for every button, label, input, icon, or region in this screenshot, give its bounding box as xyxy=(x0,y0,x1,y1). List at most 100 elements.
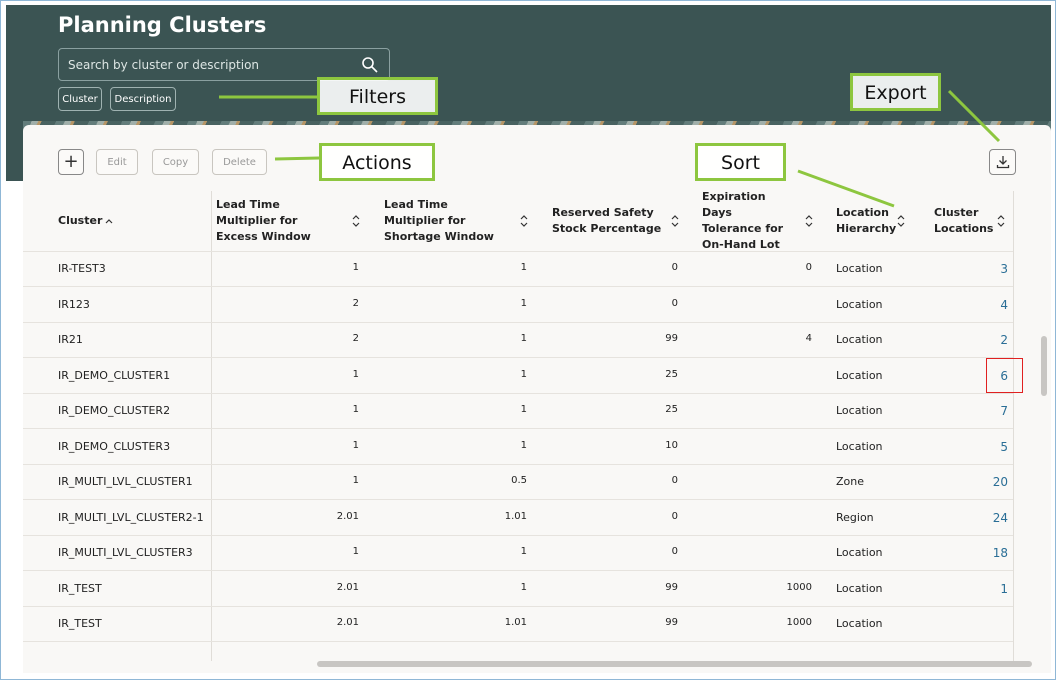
table-cell: 0 xyxy=(671,546,678,557)
sort-icon[interactable] xyxy=(896,214,906,228)
row-line xyxy=(23,499,1013,500)
callout-sort: Sort xyxy=(695,143,786,181)
add-button[interactable]: + xyxy=(58,149,84,175)
table-cell: IR_MULTI_LVL_CLUSTER3 xyxy=(58,546,193,559)
table-edge xyxy=(1013,191,1014,661)
callout-filters: Filters xyxy=(317,77,438,115)
table-cell: 0 xyxy=(671,297,678,309)
edit-button[interactable]: Edit xyxy=(96,149,138,175)
table-cell: Location xyxy=(836,581,883,595)
table-cell: 1000 xyxy=(786,581,812,593)
table-cell: 0 xyxy=(805,262,812,273)
sort-icon[interactable] xyxy=(519,214,529,228)
column-header: Reserved Safety Stock Percentage xyxy=(552,206,662,235)
table-cell: 1.01 xyxy=(504,617,527,628)
table-cell: 25 xyxy=(665,404,678,415)
table-cell: 4 xyxy=(805,333,812,344)
table-cell: IR_DEMO_CLUSTER1 xyxy=(58,368,171,382)
table-cell: 1 xyxy=(520,333,527,344)
sort-icon[interactable] xyxy=(351,214,361,228)
table-cell: 0.5 xyxy=(511,475,527,486)
table-cell: IR_TEST xyxy=(58,581,102,595)
table-cell: 1 xyxy=(352,546,359,557)
row-line xyxy=(23,534,1013,536)
row-line xyxy=(23,570,1013,571)
table-cell: 2.01 xyxy=(336,617,359,628)
location-count-link[interactable]: 6 xyxy=(1000,368,1008,383)
table-cell: 99 xyxy=(665,617,678,628)
table-cell: Zone xyxy=(836,475,865,488)
table-cell: 1 xyxy=(352,404,359,415)
location-count-link[interactable]: 20 xyxy=(992,475,1008,489)
frozen-divider xyxy=(211,191,212,661)
table-cell: Location xyxy=(836,262,883,275)
table-cell: 1.01 xyxy=(504,510,527,522)
table-cell: 2 xyxy=(352,297,359,309)
column-header: Lead Time Multiplier for Excess Window xyxy=(216,198,311,243)
column-header: Location Hierarchy xyxy=(836,206,897,235)
sort-icon[interactable] xyxy=(996,214,1006,228)
copy-button[interactable]: Copy xyxy=(152,149,199,175)
location-count-link[interactable]: 5 xyxy=(1000,439,1008,454)
vertical-scrollbar[interactable] xyxy=(1041,336,1047,396)
delete-button[interactable]: Delete xyxy=(212,149,267,175)
location-count-link[interactable]: 3 xyxy=(1000,262,1008,276)
location-count-link[interactable]: 18 xyxy=(992,546,1008,560)
table-cell: 1000 xyxy=(786,617,812,628)
table-cell: 1 xyxy=(520,404,527,415)
column-header: Cluster Locations xyxy=(934,206,994,235)
row-line xyxy=(23,463,1013,465)
header-line xyxy=(23,251,1013,252)
table-cell: 1 xyxy=(520,546,527,557)
location-count-link[interactable]: 1 xyxy=(1000,581,1008,596)
location-count-link[interactable]: 7 xyxy=(1000,404,1008,418)
horizontal-scrollbar[interactable] xyxy=(317,661,1032,667)
row-line xyxy=(23,641,1013,642)
sort-icon[interactable] xyxy=(670,214,680,228)
search-icon[interactable] xyxy=(361,56,379,74)
location-count-link[interactable]: 2 xyxy=(1000,333,1008,347)
table-cell: IR_DEMO_CLUSTER2 xyxy=(58,404,171,417)
table-cell: Location xyxy=(836,333,883,346)
table-cell: 1 xyxy=(352,262,359,273)
table-cell: 0 xyxy=(671,475,678,486)
table-cell: IR_MULTI_LVL_CLUSTER1 xyxy=(58,475,193,488)
location-count-link[interactable]: 24 xyxy=(992,510,1008,525)
table-cell: Location xyxy=(836,297,883,311)
table-cell: 1 xyxy=(352,439,359,451)
location-count-link[interactable]: 4 xyxy=(1000,297,1008,312)
table-cell: 1 xyxy=(520,262,527,273)
row-line xyxy=(23,357,1013,358)
table-cell: Location xyxy=(836,546,883,559)
table-cell: 0 xyxy=(671,262,678,273)
column-header: Lead Time Multiplier for Shortage Window xyxy=(384,198,494,243)
table-cell: 10 xyxy=(665,439,678,451)
row-line xyxy=(23,428,1013,429)
export-button[interactable] xyxy=(989,149,1016,175)
table-cell: IR_DEMO_CLUSTER3 xyxy=(58,439,171,453)
page-title: Planning Clusters xyxy=(58,13,267,37)
filter-chip[interactable]: Cluster xyxy=(58,87,102,111)
search-box[interactable]: Search by cluster or description xyxy=(58,48,390,81)
column-header: Expiration Days Tolerance for On-Hand Lo… xyxy=(702,190,784,251)
table-cell: IR21 xyxy=(58,333,83,346)
table-cell: 0 xyxy=(671,510,678,522)
table-cell: IR-TEST3 xyxy=(58,262,106,275)
table-cell: 1 xyxy=(520,368,527,380)
filter-chip[interactable]: Description xyxy=(110,87,176,111)
table-cell: IR_MULTI_LVL_CLUSTER2-1 xyxy=(58,510,204,524)
callout-export: Export xyxy=(850,73,941,111)
sort-icon[interactable] xyxy=(104,214,114,228)
row-line xyxy=(23,321,1013,323)
table-cell: 2.01 xyxy=(336,510,359,522)
table-cell: 1 xyxy=(520,297,527,309)
sort-icon[interactable] xyxy=(804,214,814,228)
table-cell: 1 xyxy=(520,439,527,451)
table-cell: Location xyxy=(836,368,883,382)
table-cell: 99 xyxy=(665,333,678,344)
table-cell: Region xyxy=(836,510,874,524)
table-cell: Location xyxy=(836,439,883,453)
table-cell: 2 xyxy=(352,333,359,344)
callout-actions: Actions xyxy=(319,143,435,181)
